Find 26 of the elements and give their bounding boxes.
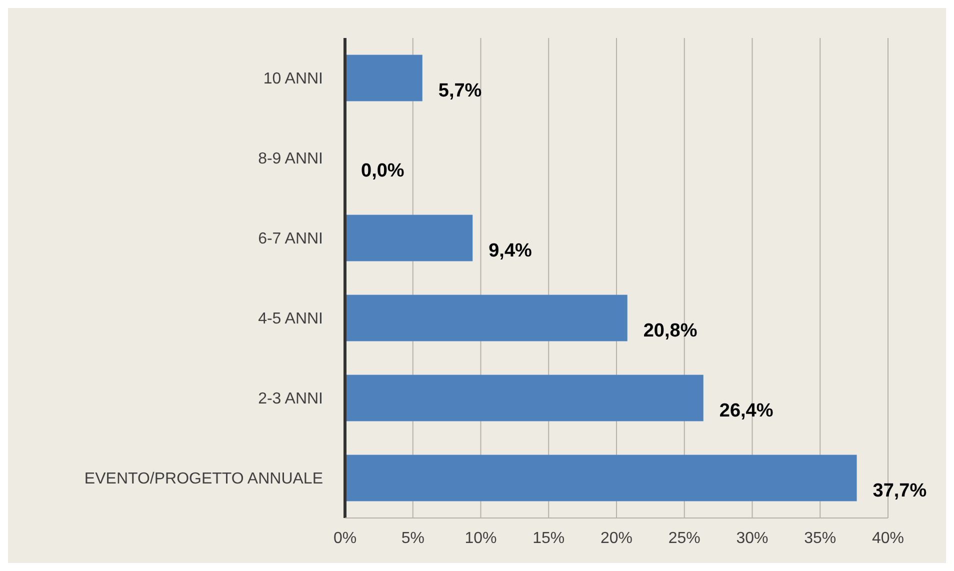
x-tick-label: 30% bbox=[736, 530, 768, 547]
x-tick-label: 20% bbox=[600, 530, 633, 547]
data-label: 26,4% bbox=[719, 400, 774, 422]
data-label: 0,0% bbox=[361, 160, 404, 182]
y-tick-label: 10 ANNI bbox=[263, 70, 323, 88]
x-tick-label: 0% bbox=[333, 530, 357, 547]
y-tick-label: EVENTO/PROGETTO ANNUALE bbox=[84, 470, 323, 488]
y-tick-label: 6-7 ANNI bbox=[258, 230, 323, 248]
bar bbox=[345, 294, 628, 342]
x-tick-label: 40% bbox=[872, 530, 904, 547]
data-label: 9,4% bbox=[488, 240, 532, 262]
x-tick-label: 5% bbox=[401, 530, 424, 547]
x-tick-label: 15% bbox=[532, 530, 565, 547]
data-label: 5,7% bbox=[438, 80, 482, 102]
bar bbox=[345, 454, 857, 502]
data-label: 37,7% bbox=[872, 480, 927, 502]
data-label: 20,8% bbox=[643, 320, 698, 342]
bar bbox=[345, 214, 473, 262]
y-tick-label: 4-5 ANNI bbox=[258, 310, 323, 328]
bar bbox=[345, 54, 422, 102]
x-tick-label: 25% bbox=[668, 530, 700, 547]
y-tick-label: 2-3 ANNI bbox=[258, 390, 323, 408]
y-tick-label: 8-9 ANNI bbox=[258, 150, 323, 168]
x-tick-label: 10% bbox=[464, 530, 497, 547]
bar bbox=[345, 374, 704, 422]
x-tick-label: 35% bbox=[804, 530, 836, 547]
